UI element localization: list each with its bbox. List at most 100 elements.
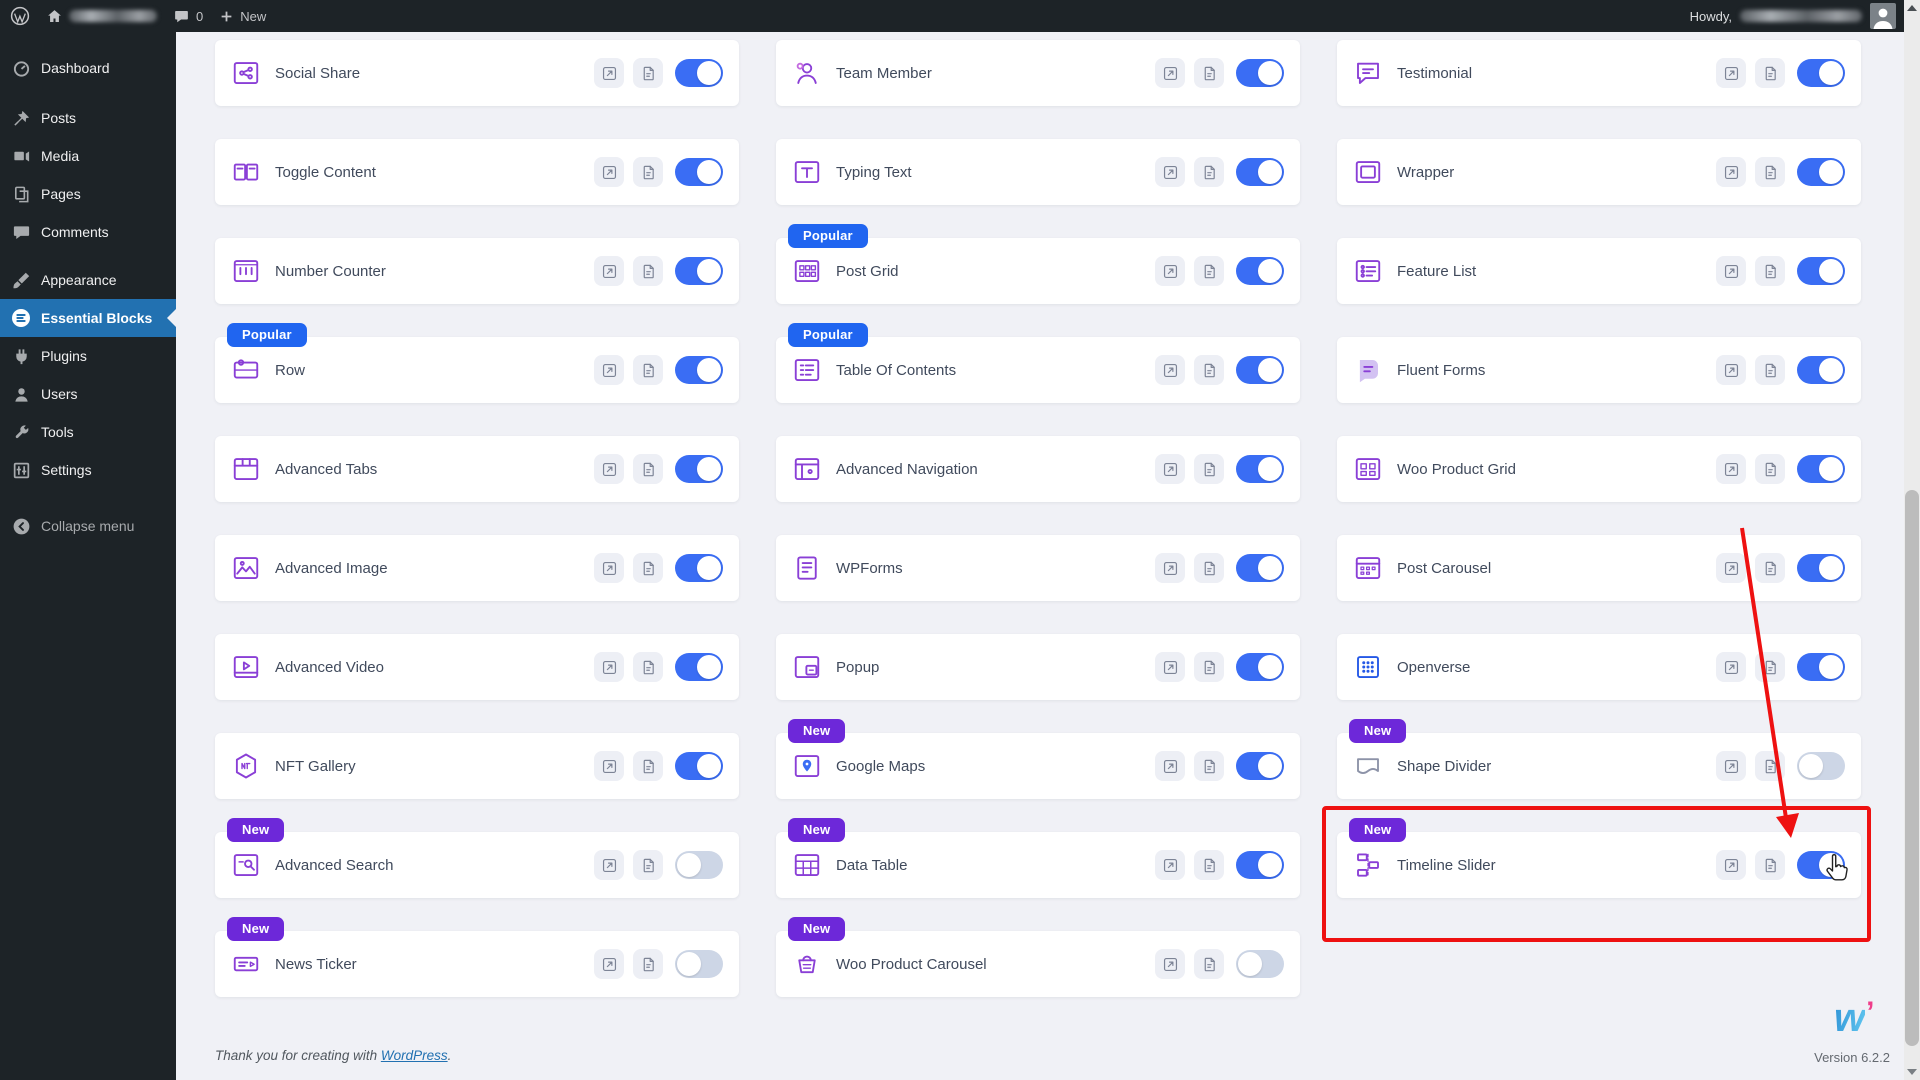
comments-shortcut[interactable]: 0 (165, 0, 211, 32)
toggle-team-member[interactable] (1236, 59, 1284, 87)
docs-button[interactable] (1755, 850, 1785, 880)
demo-link-button[interactable] (1155, 256, 1185, 286)
demo-link-button[interactable] (1155, 652, 1185, 682)
toggle-advanced-video[interactable] (675, 653, 723, 681)
docs-button[interactable] (1194, 157, 1224, 187)
docs-button[interactable] (1755, 454, 1785, 484)
demo-link-button[interactable] (594, 454, 624, 484)
toggle-row[interactable] (675, 356, 723, 384)
demo-link-button[interactable] (1155, 850, 1185, 880)
toggle-post-grid[interactable] (1236, 257, 1284, 285)
sidebar-item-comments[interactable]: Comments (0, 213, 176, 251)
toggle-data-table[interactable] (1236, 851, 1284, 879)
demo-link-button[interactable] (1155, 355, 1185, 385)
demo-link-button[interactable] (1155, 553, 1185, 583)
sidebar-item-media[interactable]: Media (0, 137, 176, 175)
toggle-toggle-content[interactable] (675, 158, 723, 186)
demo-link-button[interactable] (1716, 256, 1746, 286)
demo-link-button[interactable] (1716, 454, 1746, 484)
toggle-woo-product-carousel[interactable] (1236, 950, 1284, 978)
demo-link-button[interactable] (594, 256, 624, 286)
demo-link-button[interactable] (594, 751, 624, 781)
docs-button[interactable] (633, 256, 663, 286)
toggle-wrapper[interactable] (1797, 158, 1845, 186)
wordpress-menu[interactable] (0, 0, 38, 32)
docs-button[interactable] (633, 355, 663, 385)
docs-button[interactable] (1194, 454, 1224, 484)
toggle-post-carousel[interactable] (1797, 554, 1845, 582)
docs-button[interactable] (1755, 256, 1785, 286)
toggle-wpforms[interactable] (1236, 554, 1284, 582)
toggle-advanced-search[interactable] (675, 851, 723, 879)
docs-button[interactable] (1755, 157, 1785, 187)
docs-button[interactable] (633, 58, 663, 88)
sidebar-item-collapse-menu[interactable]: Collapse menu (0, 507, 176, 545)
sidebar-item-pages[interactable]: Pages (0, 175, 176, 213)
demo-link-button[interactable] (1155, 751, 1185, 781)
demo-link-button[interactable] (594, 157, 624, 187)
demo-link-button[interactable] (1716, 553, 1746, 583)
demo-link-button[interactable] (1155, 949, 1185, 979)
demo-link-button[interactable] (594, 850, 624, 880)
demo-link-button[interactable] (1155, 58, 1185, 88)
sidebar-item-appearance[interactable]: Appearance (0, 261, 176, 299)
toggle-feature-list[interactable] (1797, 257, 1845, 285)
toggle-news-ticker[interactable] (675, 950, 723, 978)
sidebar-item-posts[interactable]: Posts (0, 99, 176, 137)
avatar[interactable] (1870, 3, 1896, 29)
docs-button[interactable] (1755, 652, 1785, 682)
scrollbar-up-arrow[interactable] (1904, 0, 1920, 16)
scrollbar-down-arrow[interactable] (1904, 1064, 1920, 1080)
demo-link-button[interactable] (1155, 157, 1185, 187)
docs-button[interactable] (633, 454, 663, 484)
docs-button[interactable] (633, 850, 663, 880)
toggle-social-share[interactable] (675, 59, 723, 87)
toggle-nft-gallery[interactable] (675, 752, 723, 780)
docs-button[interactable] (1194, 751, 1224, 781)
demo-link-button[interactable] (1716, 157, 1746, 187)
toggle-shape-divider[interactable] (1797, 752, 1845, 780)
toggle-advanced-navigation[interactable] (1236, 455, 1284, 483)
toggle-fluent-forms[interactable] (1797, 356, 1845, 384)
demo-link-button[interactable] (1155, 454, 1185, 484)
demo-link-button[interactable] (1716, 751, 1746, 781)
toggle-timeline-slider[interactable] (1797, 851, 1845, 879)
docs-button[interactable] (1194, 58, 1224, 88)
docs-button[interactable] (1194, 355, 1224, 385)
docs-button[interactable] (633, 553, 663, 583)
demo-link-button[interactable] (1716, 58, 1746, 88)
docs-button[interactable] (1194, 256, 1224, 286)
docs-button[interactable] (1755, 553, 1785, 583)
demo-link-button[interactable] (594, 58, 624, 88)
demo-link-button[interactable] (594, 949, 624, 979)
sidebar-item-dashboard[interactable]: Dashboard (0, 49, 176, 87)
demo-link-button[interactable] (1716, 850, 1746, 880)
docs-button[interactable] (1194, 850, 1224, 880)
sidebar-item-tools[interactable]: Tools (0, 413, 176, 451)
docs-button[interactable] (633, 949, 663, 979)
docs-button[interactable] (633, 157, 663, 187)
wordpress-link[interactable]: WordPress (380, 1048, 448, 1063)
demo-link-button[interactable] (594, 355, 624, 385)
toggle-testimonial[interactable] (1797, 59, 1845, 87)
sidebar-item-users[interactable]: Users (0, 375, 176, 413)
toggle-table-of-contents[interactable] (1236, 356, 1284, 384)
docs-button[interactable] (1755, 355, 1785, 385)
docs-button[interactable] (1194, 949, 1224, 979)
demo-link-button[interactable] (594, 553, 624, 583)
toggle-advanced-tabs[interactable] (675, 455, 723, 483)
docs-button[interactable] (633, 652, 663, 682)
demo-link-button[interactable] (1716, 355, 1746, 385)
demo-link-button[interactable] (594, 652, 624, 682)
sidebar-item-essential-blocks[interactable]: Essential Blocks (0, 299, 176, 337)
toggle-advanced-image[interactable] (675, 554, 723, 582)
demo-link-button[interactable] (1716, 652, 1746, 682)
scrollbar-thumb[interactable] (1905, 490, 1919, 1046)
site-link[interactable] (38, 0, 165, 32)
toggle-google-maps[interactable] (1236, 752, 1284, 780)
toggle-openverse[interactable] (1797, 653, 1845, 681)
toggle-number-counter[interactable] (675, 257, 723, 285)
sidebar-item-settings[interactable]: Settings (0, 451, 176, 489)
docs-button[interactable] (1194, 652, 1224, 682)
docs-button[interactable] (633, 751, 663, 781)
